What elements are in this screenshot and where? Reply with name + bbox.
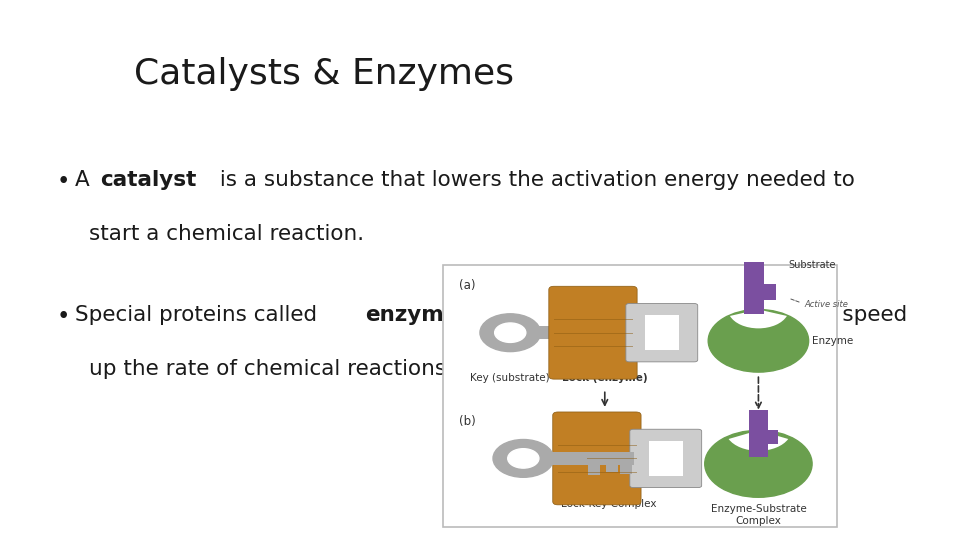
Text: A: A — [75, 170, 97, 190]
FancyBboxPatch shape — [588, 465, 600, 475]
Circle shape — [493, 440, 554, 477]
Text: Substrate: Substrate — [789, 260, 836, 270]
Text: are the biological catalysts that speed: are the biological catalysts that speed — [489, 305, 907, 325]
FancyBboxPatch shape — [539, 326, 621, 339]
Circle shape — [705, 430, 812, 497]
FancyBboxPatch shape — [444, 265, 837, 526]
Text: Lock-Key Complex: Lock-Key Complex — [561, 499, 657, 509]
Wedge shape — [729, 430, 788, 451]
Text: enzymes: enzymes — [365, 305, 471, 325]
Polygon shape — [749, 410, 778, 456]
Text: Catalysts & Enzymes: Catalysts & Enzymes — [134, 57, 515, 91]
FancyBboxPatch shape — [552, 452, 635, 465]
Text: (a): (a) — [459, 279, 475, 292]
Text: Active site: Active site — [804, 300, 849, 309]
FancyBboxPatch shape — [575, 339, 588, 349]
Polygon shape — [744, 262, 776, 314]
Circle shape — [494, 323, 526, 342]
Text: (b): (b) — [459, 415, 476, 428]
Text: Enzyme: Enzyme — [812, 336, 853, 346]
FancyBboxPatch shape — [592, 339, 605, 346]
FancyBboxPatch shape — [549, 286, 637, 379]
Text: Special proteins called: Special proteins called — [75, 305, 324, 325]
FancyBboxPatch shape — [608, 339, 619, 348]
FancyBboxPatch shape — [552, 452, 587, 465]
FancyBboxPatch shape — [626, 303, 698, 362]
Text: Lock (enzyme): Lock (enzyme) — [562, 373, 648, 383]
FancyBboxPatch shape — [649, 441, 683, 476]
FancyBboxPatch shape — [606, 465, 617, 472]
FancyBboxPatch shape — [620, 465, 633, 474]
FancyBboxPatch shape — [553, 412, 641, 505]
Text: start a chemical reaction.: start a chemical reaction. — [89, 224, 364, 244]
Text: up the rate of chemical reactions in bio: up the rate of chemical reactions in bio — [89, 359, 513, 379]
FancyBboxPatch shape — [645, 315, 679, 350]
Wedge shape — [730, 309, 787, 328]
Circle shape — [708, 309, 808, 372]
Text: catalyst: catalyst — [101, 170, 197, 190]
Text: •: • — [57, 170, 70, 193]
Text: Key (substrate): Key (substrate) — [470, 373, 550, 383]
FancyBboxPatch shape — [630, 429, 702, 488]
Text: is a substance that lowers the activation energy needed to: is a substance that lowers the activatio… — [212, 170, 854, 190]
Circle shape — [508, 449, 539, 468]
Text: Enzyme-Substrate
Complex: Enzyme-Substrate Complex — [710, 504, 806, 526]
Text: •: • — [57, 305, 70, 328]
Circle shape — [480, 314, 540, 352]
